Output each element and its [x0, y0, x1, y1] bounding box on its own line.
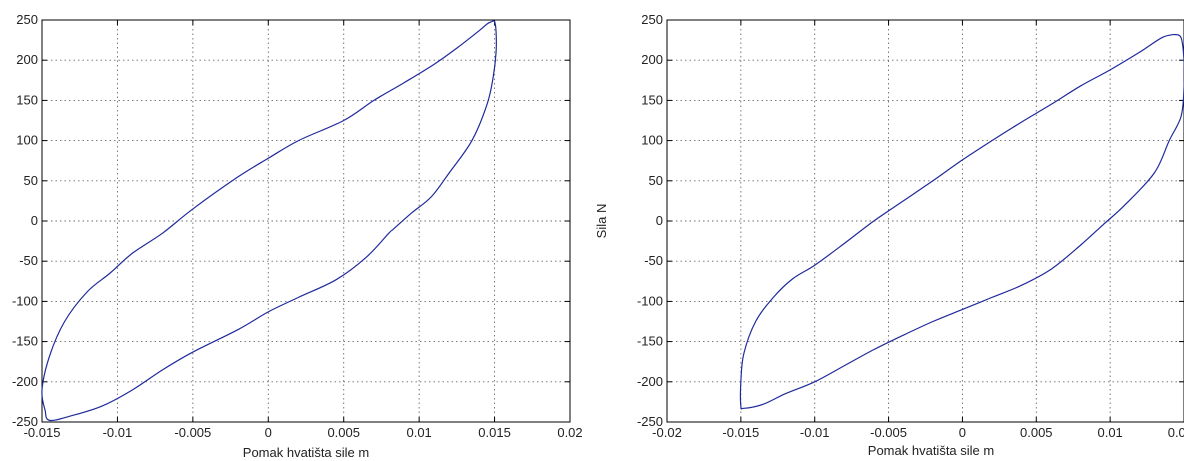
plot-right-xtick-label: -0.02: [652, 425, 682, 440]
plot-right-ytick-label: 0: [656, 213, 663, 228]
plot-left-x-ticks: -0.015 -0.01 -0.005 0 0.005 0.01 0.015 0.02: [24, 20, 583, 440]
plot-right-xtick-label: 0.005: [1020, 425, 1053, 440]
plot-left-ytick-label: 150: [16, 92, 38, 107]
plot-right-ytick-label: 200: [641, 52, 663, 67]
plot-left-xtick-label: 0.01: [406, 425, 431, 440]
plot-left-xtick-label: 0: [265, 425, 272, 440]
plot-right-ytick-label: -150: [637, 334, 663, 349]
plot-left-xlabel: Pomak hvatišta sile m: [243, 445, 369, 460]
plot-right-grid: [667, 20, 1184, 422]
plot-left-grid: [42, 20, 570, 422]
plot-left-ytick-label: 250: [16, 12, 38, 27]
plot-right-xtick-label: -0.005: [870, 425, 907, 440]
plot-right-x-ticks: -0.02 -0.015 -0.01 -0.005 0 0.005 0.01 0.015: [652, 20, 1184, 440]
plot-right-xlabel: Pomak hvatišta sile m: [868, 443, 994, 458]
plot-left-xtick-label: -0.005: [174, 425, 211, 440]
plot-left-frame: [41, 19, 571, 423]
plot-left-ytick-label: 200: [16, 52, 38, 67]
plot-right-series-line: [739, 33, 1184, 410]
plot-left-series-line: [41, 20, 497, 422]
plot-right-xtick-label: 0.015: [1168, 425, 1184, 440]
plot-left-ytick-label: 100: [16, 133, 38, 148]
plot-right-ytick-label: -250: [637, 414, 663, 429]
plot-left: -0.015 -0.01 -0.005 0 0.005 0.01 0.015 0.02 -25…: [12, 12, 583, 460]
plot-left-ytick-label: -250: [12, 414, 38, 429]
plot-left-y-ticks: -250 -200 -150 -100 -50 0 50 100 150 200 250: [12, 12, 570, 429]
plot-left-ytick-label: -50: [19, 253, 38, 268]
plot-right-ytick-label: 100: [641, 133, 663, 148]
plot-left-xtick-label: 0.005: [327, 425, 360, 440]
plot-right-ytick-label: -100: [637, 293, 663, 308]
plot-right: -0.02 -0.015 -0.01 -0.005 0 0.005 0.01 0.015 -2…: [594, 12, 1184, 458]
plot-right-ytick-label: 150: [641, 92, 663, 107]
plot-left-ytick-label: -200: [12, 374, 38, 389]
plot-right-xtick-label: 0: [959, 425, 966, 440]
plot-right-ytick-label: -50: [644, 253, 663, 268]
plot-right-ylabel: Sila N: [594, 204, 609, 239]
plot-left-xtick-label: 0.015: [478, 425, 511, 440]
plot-right-xtick-label: -0.01: [800, 425, 830, 440]
plot-right-ytick-label: 250: [641, 12, 663, 27]
plot-right-xtick-label: -0.015: [722, 425, 759, 440]
plot-right-ytick-label: 50: [649, 173, 663, 188]
plot-left-xtick-label: 0.02: [557, 425, 582, 440]
plot-right-xtick-label: 0.01: [1097, 425, 1122, 440]
plot-left-xtick-label: -0.015: [24, 425, 61, 440]
plot-left-xtick-label: -0.01: [103, 425, 133, 440]
plot-right-ytick-label: -200: [637, 374, 663, 389]
plot-left-ytick-label: -150: [12, 334, 38, 349]
plot-left-ytick-label: -100: [12, 293, 38, 308]
plot-left-ytick-label: 0: [31, 213, 38, 228]
plot-right-y-ticks: -250 -200 -150 -100 -50 0 50 100 150 200 250: [637, 12, 1184, 429]
plot-left-ytick-label: 50: [24, 173, 38, 188]
